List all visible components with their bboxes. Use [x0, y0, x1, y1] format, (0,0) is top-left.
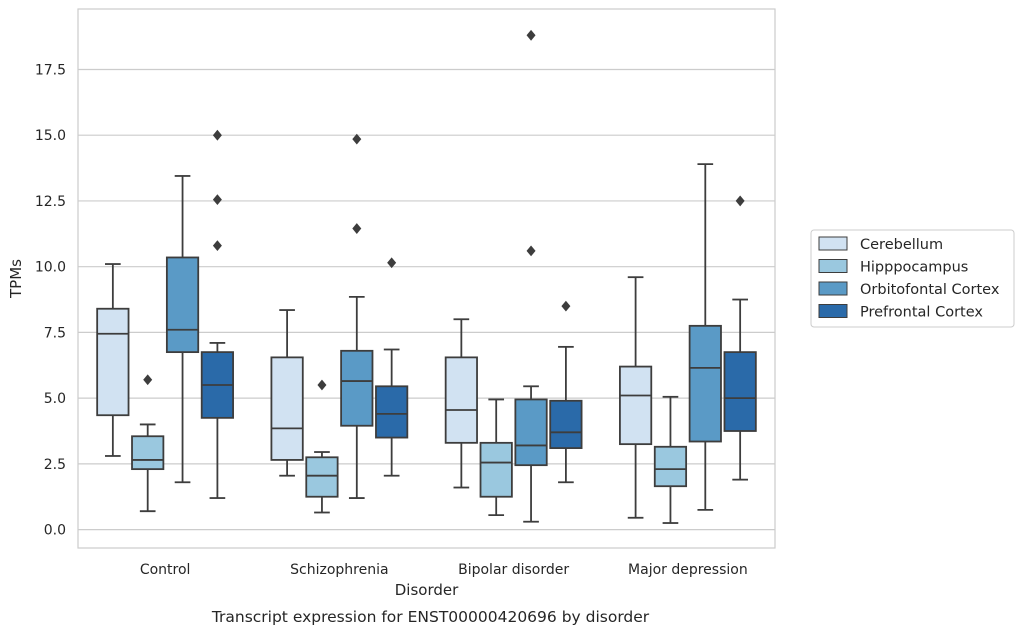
outlier-point [317, 379, 327, 391]
box-1-0 [131, 374, 165, 513]
box-body [479, 441, 513, 498]
legend-label: Orbitofontal Cortex [860, 282, 1000, 298]
legend-frame [810, 229, 1015, 328]
box-2-0 [165, 175, 200, 484]
box-3-1 [375, 257, 409, 477]
box-1-1 [305, 379, 339, 514]
y-tick-label: 12.5 [35, 194, 66, 210]
x-tick-label: Major depression [628, 562, 748, 578]
box-3-2 [549, 300, 583, 484]
y-tick-labels: 0.0 2.5 5.0 7.5 10.0 12.5 15.0 17.5 [35, 62, 66, 538]
outlier-point [387, 257, 397, 269]
legend-label: Hipppocampus [860, 260, 968, 276]
box-body [514, 398, 548, 467]
legend-swatch [818, 281, 848, 296]
box-body [723, 351, 757, 432]
outlier-point [212, 129, 222, 141]
box-0-0 [96, 263, 130, 457]
box-body [165, 256, 200, 354]
box-0-2 [444, 318, 478, 489]
box-body [549, 399, 583, 449]
box-1-2 [479, 398, 513, 517]
legend-swatch [818, 259, 848, 273]
box-2-2 [514, 29, 548, 523]
outlier-point [212, 240, 222, 252]
legend-swatch [818, 304, 848, 318]
outlier-point [143, 374, 153, 386]
box-body [340, 349, 374, 427]
y-tick-label: 5.0 [44, 391, 66, 407]
box-2-1 [340, 133, 374, 499]
y-tick-label: 7.5 [44, 325, 66, 341]
outlier-point [526, 245, 536, 257]
box-1-3 [653, 395, 688, 524]
box-body [375, 385, 409, 439]
y-axis-label: TPMs [7, 259, 25, 299]
box-0-1 [270, 309, 304, 477]
y-tick-label: 0.0 [44, 523, 66, 539]
outlier-point [526, 29, 536, 41]
box-body [444, 356, 478, 444]
box-body [688, 324, 722, 443]
box-body [96, 307, 130, 417]
y-tick-label: 17.5 [35, 62, 66, 78]
boxes [96, 29, 757, 524]
x-tick-label: Control [140, 562, 191, 578]
outlier-point [735, 195, 745, 207]
outlier-point [561, 300, 571, 312]
outlier-point [212, 194, 222, 206]
plot-frame [77, 8, 776, 549]
x-tick-label: Bipolar disorder [458, 562, 569, 578]
x-tick-labels: Control Schizophrenia Bipolar disorder Majo… [140, 562, 748, 578]
box-2-3 [688, 163, 722, 511]
legend: Cerebellum Hipppocampus Orbitofontal Corte… [810, 229, 1015, 328]
box-body [131, 435, 165, 471]
box-body [305, 456, 339, 498]
y-tick-label: 2.5 [44, 457, 66, 473]
legend-label: Prefrontal Cortex [860, 305, 983, 321]
outlier-point [352, 223, 362, 234]
chart-caption: Transcript expression for ENST0000042069… [211, 608, 650, 626]
y-tick-label: 15.0 [35, 128, 66, 144]
box-body [653, 445, 688, 488]
outlier-point [352, 133, 362, 145]
box-3-0 [200, 129, 234, 499]
box-body [619, 365, 653, 446]
box-0-3 [619, 276, 653, 519]
box-body [270, 356, 304, 461]
legend-label: Cerebellum [860, 237, 943, 253]
legend-swatch [818, 236, 848, 251]
y-tick-label: 10.0 [35, 260, 66, 276]
box-3-3 [723, 195, 757, 481]
x-axis-label: Disorder [395, 581, 459, 599]
x-tick-label: Schizophrenia [290, 562, 388, 578]
